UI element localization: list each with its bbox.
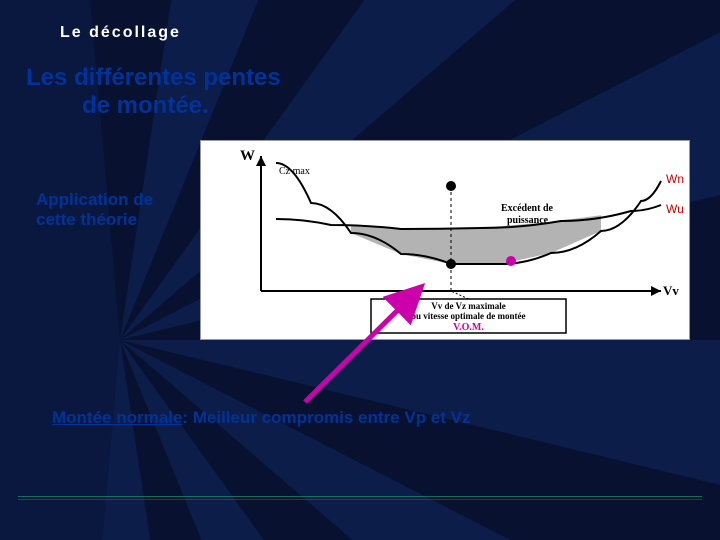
callout-arrow xyxy=(0,0,720,540)
slide: Le décollage Les différentes pentes de m… xyxy=(0,0,720,540)
